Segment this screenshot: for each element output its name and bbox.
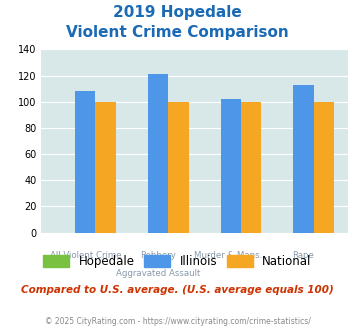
Text: 2019 Hopedale: 2019 Hopedale bbox=[113, 5, 242, 20]
Text: Rape: Rape bbox=[293, 251, 314, 260]
Bar bbox=[148, 74, 168, 233]
Bar bbox=[293, 85, 313, 233]
Text: Violent Crime Comparison: Violent Crime Comparison bbox=[66, 25, 289, 40]
Text: Murder & Mans...: Murder & Mans... bbox=[194, 251, 267, 260]
Text: © 2025 CityRating.com - https://www.cityrating.com/crime-statistics/: © 2025 CityRating.com - https://www.city… bbox=[45, 317, 310, 326]
Text: All Violent Crime: All Violent Crime bbox=[49, 251, 121, 260]
Bar bbox=[168, 102, 189, 233]
Bar bbox=[75, 91, 95, 233]
Bar bbox=[220, 99, 241, 233]
Text: Robbery: Robbery bbox=[140, 251, 176, 260]
Bar bbox=[241, 102, 261, 233]
Text: Aggravated Assault: Aggravated Assault bbox=[116, 269, 200, 278]
Text: Compared to U.S. average. (U.S. average equals 100): Compared to U.S. average. (U.S. average … bbox=[21, 285, 334, 295]
Bar bbox=[95, 102, 116, 233]
Legend: Hopedale, Illinois, National: Hopedale, Illinois, National bbox=[43, 255, 312, 268]
Bar bbox=[313, 102, 334, 233]
